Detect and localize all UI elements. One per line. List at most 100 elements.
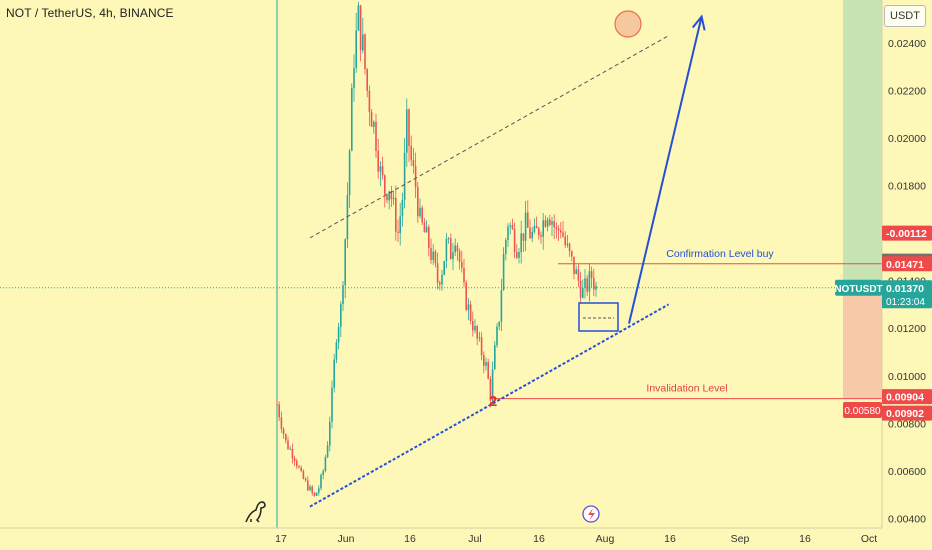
candle-body xyxy=(417,187,419,217)
y-tick-label: 0.02000 xyxy=(888,133,926,145)
candle-body xyxy=(584,278,586,289)
candle-body xyxy=(483,355,485,366)
entry-zone-box[interactable] xyxy=(578,302,619,332)
candle-body xyxy=(344,239,346,286)
candle-body xyxy=(326,445,329,458)
candle-body xyxy=(456,245,459,252)
candle-body xyxy=(388,191,390,201)
candle-body xyxy=(502,254,505,291)
candle-body xyxy=(276,404,278,406)
chart-title: NOT / TetherUS, 4h, BINANCE xyxy=(6,6,174,20)
candle-body xyxy=(340,304,342,327)
projection-arrow-shaft xyxy=(628,16,703,324)
candle-body xyxy=(315,492,318,496)
time-axis[interactable] xyxy=(0,528,932,550)
candle-body xyxy=(575,269,577,274)
candle-body xyxy=(553,221,555,228)
candle-body xyxy=(496,326,498,346)
y-tick-label: 0.00400 xyxy=(888,513,926,525)
candle-body xyxy=(342,285,344,305)
channel-line xyxy=(309,35,669,239)
candle-body xyxy=(531,232,533,239)
candle-body xyxy=(392,197,395,200)
candle-body xyxy=(348,150,351,196)
y-tick-label: 0.01000 xyxy=(888,371,926,383)
candle-body xyxy=(588,271,591,292)
candle-body xyxy=(379,166,382,172)
candle-body xyxy=(296,460,298,467)
candle-body xyxy=(522,233,525,241)
candle-body xyxy=(454,245,456,253)
candle-body xyxy=(362,34,364,51)
candle-body xyxy=(562,232,564,237)
candle-body xyxy=(355,30,357,69)
candle-body xyxy=(322,470,324,475)
candle-body xyxy=(441,274,443,285)
candle-body xyxy=(494,345,496,370)
candle-body xyxy=(430,247,432,261)
candle-body xyxy=(434,251,437,264)
candle-body xyxy=(280,417,283,429)
price-label: 0.01471 xyxy=(886,259,924,271)
candle-body xyxy=(571,251,573,257)
candle-body xyxy=(333,359,335,388)
candle-body xyxy=(298,466,300,468)
candle-body xyxy=(395,197,397,232)
candle-body xyxy=(397,231,399,234)
candle-body xyxy=(535,226,538,229)
candle-body xyxy=(353,68,355,89)
candle-body xyxy=(577,269,580,281)
candle-body xyxy=(555,227,558,229)
candle-body xyxy=(458,251,461,262)
price-label-box xyxy=(882,280,932,309)
candle-body xyxy=(524,212,527,241)
x-tick-label: 16 xyxy=(664,533,676,545)
y-tick-label: 0.01200 xyxy=(888,323,926,335)
x-tick-label: 16 xyxy=(533,533,545,545)
candle-body xyxy=(285,433,287,441)
candle-body xyxy=(335,342,338,360)
candle-body xyxy=(489,378,492,401)
symbol-tag: NOTUSDT xyxy=(834,284,882,295)
x-tick-label: 16 xyxy=(799,533,811,545)
candle-body xyxy=(423,222,426,233)
currency-button[interactable]: USDT xyxy=(884,5,926,27)
candle-body xyxy=(439,282,441,285)
confirmation-level-label: Confirmation Level buy xyxy=(666,248,774,260)
candle-body xyxy=(329,421,331,446)
candle-body xyxy=(445,238,448,262)
candle-body xyxy=(450,238,452,260)
candle-body xyxy=(474,326,476,331)
candle-body xyxy=(421,207,423,223)
y-tick-label: 0.02400 xyxy=(888,38,926,50)
candle-body xyxy=(590,271,593,278)
candle-body xyxy=(357,5,360,31)
price-axis[interactable] xyxy=(882,0,932,550)
candle-body xyxy=(518,252,520,258)
countdown-label: 01:23:04 xyxy=(886,297,925,308)
x-tick-label: Jun xyxy=(338,533,355,545)
candle-body xyxy=(529,227,531,239)
candle-body xyxy=(377,150,379,172)
target-circle[interactable] xyxy=(614,10,642,38)
candle-body xyxy=(527,212,529,228)
candle-body xyxy=(516,252,518,258)
candle-body xyxy=(375,121,377,151)
candle-body xyxy=(337,326,340,343)
candle-body xyxy=(318,488,320,493)
candle-body xyxy=(366,69,368,91)
candle-body xyxy=(595,285,597,290)
price-label: -0.00112 xyxy=(886,228,927,240)
y-tick-label: 0.02200 xyxy=(888,85,926,97)
candle-body xyxy=(432,251,434,261)
candle-body xyxy=(287,440,289,450)
support-trendline xyxy=(309,303,670,508)
loss-zone xyxy=(843,287,882,400)
candle-body xyxy=(313,492,316,496)
profit-zone xyxy=(843,0,882,288)
invalidation-level-label: Invalidation Level xyxy=(646,383,727,395)
candle-body xyxy=(293,458,296,461)
projection-arrow-head xyxy=(691,14,706,31)
